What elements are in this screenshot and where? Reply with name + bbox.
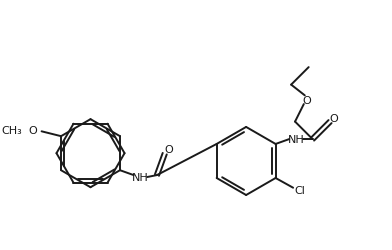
Text: NH: NH (288, 134, 305, 144)
Text: O: O (164, 144, 173, 154)
Text: O: O (302, 96, 311, 106)
Text: NH: NH (132, 172, 149, 182)
Text: Cl: Cl (294, 185, 305, 195)
Text: CH₃: CH₃ (2, 126, 22, 136)
Text: O: O (28, 126, 37, 136)
Text: O: O (330, 113, 338, 123)
